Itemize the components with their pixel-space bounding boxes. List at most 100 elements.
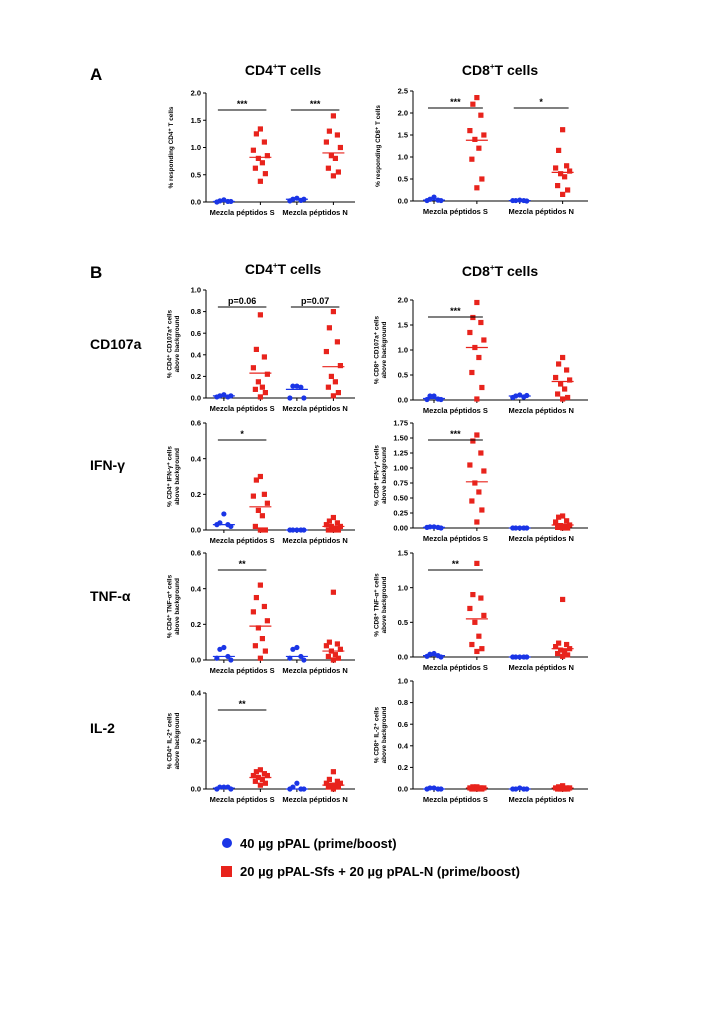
y-tick-label: 0.0 [191, 526, 201, 535]
data-point-blue [301, 657, 307, 663]
y-axis-title: % CD4⁺ IFN-γ⁺ cellsabove background [167, 446, 181, 507]
x-group-label: Mezcla péptidos N [282, 404, 347, 413]
y-tick-label: 0.6 [398, 720, 408, 729]
y-tick-label: 0.0 [191, 198, 201, 207]
data-point-red [564, 641, 570, 648]
data-point-red [565, 786, 571, 792]
data-point-red [259, 160, 265, 166]
data-point-red [323, 522, 329, 528]
data-point-red [335, 527, 341, 533]
y-axis-title-line: above background [174, 316, 181, 373]
x-group-label: Mezcla péptidos S [423, 207, 488, 216]
data-point-red [264, 772, 270, 779]
y-tick-label: 0.50 [393, 494, 408, 503]
data-point-red [558, 647, 564, 653]
data-point-blue [294, 383, 300, 389]
panel-letter-a: A [90, 65, 102, 84]
data-point-red [259, 384, 265, 390]
y-axis-title-line: % CD4⁺ IL-2⁺ cells [167, 713, 174, 770]
data-point-red [325, 784, 331, 790]
data-point-red [337, 780, 343, 786]
data-point-red [253, 594, 259, 601]
significance-label: p=0.07 [301, 296, 329, 306]
data-point-red [560, 354, 566, 361]
y-tick-label: 0.5 [398, 175, 408, 184]
y-tick-label: 0.4 [191, 584, 202, 593]
data-point-red [323, 643, 329, 649]
chart-A-CD8: 0.0 0.5 1.0 1.5 2.0 2.5 Mezcla péptidos S Mezcl… [375, 87, 588, 216]
data-point-red [469, 498, 475, 504]
data-point-red [555, 786, 561, 792]
data-point-red [560, 525, 566, 531]
y-axis-title: % CD4⁺ TNF-α⁺ cellsabove background [167, 574, 181, 638]
data-point-red [330, 769, 336, 775]
data-point-red [567, 168, 573, 174]
data-point-red [560, 127, 566, 133]
x-group-label: Mezcla péptidos N [282, 208, 347, 217]
y-tick-label: 0.25 [393, 509, 408, 518]
data-point-red [478, 450, 484, 456]
data-point-red [328, 153, 334, 159]
x-group-label: Mezcla péptidos N [508, 663, 573, 672]
data-point-red [261, 603, 267, 610]
data-point-red [564, 163, 570, 169]
data-point-blue [431, 393, 437, 399]
significance-label: *** [450, 97, 461, 107]
data-point-red [264, 153, 270, 159]
data-point-blue [290, 383, 296, 389]
y-tick-label: 1.0 [398, 677, 408, 686]
data-point-red [479, 786, 485, 792]
data-point-red [556, 640, 562, 646]
data-point-red [326, 776, 332, 782]
significance-label: *** [450, 429, 461, 439]
data-point-red [472, 619, 478, 625]
data-point-red [567, 377, 573, 383]
data-point-red [467, 605, 473, 612]
data-point-red [553, 519, 559, 525]
significance-label: * [539, 97, 543, 107]
data-point-red [250, 493, 256, 499]
data-point-red [558, 381, 564, 387]
chart-B-IFNg-CD4: 0.0 0.2 0.4 0.6 Mezcla péptidos S Mezcla pépt… [167, 419, 355, 545]
data-point-red [560, 513, 566, 519]
legend: 40 µg pPAL (prime/boost) 20 µg pPAL-Sfs … [221, 836, 520, 879]
y-axis-title-line: above background [381, 447, 388, 504]
y-tick-label: 1.00 [393, 464, 408, 473]
legend-label-red: 20 µg pPAL-Sfs + 20 µg pPAL-N (prime/boo… [240, 864, 520, 879]
data-point-red [479, 384, 485, 391]
chart-B-IL2-CD4: 0.0 0.2 0.4 Mezcla péptidos S Mezcla péptido… [167, 689, 355, 804]
y-axis-title: % CD4⁺ IL-2⁺ cellsabove background [167, 713, 181, 770]
y-axis-title-line: % CD8⁺ TNF-α⁺ cells [374, 573, 381, 637]
data-point-red [472, 136, 478, 142]
data-point-red [476, 633, 482, 639]
data-point-red [565, 652, 571, 658]
data-point-red [555, 183, 561, 189]
data-point-red [253, 131, 259, 137]
data-point-red [257, 178, 263, 184]
row-label-ifn-gamma: IFN-γ [90, 457, 125, 473]
y-tick-label: 0.00 [393, 524, 408, 533]
y-tick-label: 2.0 [398, 109, 408, 118]
y-axis-title: % CD8⁺ TNF-α⁺ cellsabove background [374, 573, 388, 637]
y-tick-label: 0.6 [191, 419, 201, 428]
chart-B-TNFa-CD4: 0.0 0.2 0.4 0.6 Mezcla péptidos S Mezcla pépt… [167, 549, 355, 675]
data-point-red [478, 595, 484, 601]
data-point-red [474, 396, 480, 402]
data-point-red [469, 641, 475, 648]
y-tick-label: 0.4 [191, 454, 202, 463]
y-axis-title-line: % CD4⁺ IFN-γ⁺ cells [167, 446, 174, 507]
data-point-red [330, 393, 336, 399]
y-tick-label: 0.4 [191, 689, 202, 698]
data-point-red [474, 519, 480, 525]
data-point-red [335, 169, 341, 175]
data-point-red [330, 514, 336, 521]
data-point-red [323, 139, 329, 145]
data-point-red [565, 525, 571, 531]
data-point-blue [294, 780, 300, 786]
data-point-red [261, 491, 267, 497]
chart-A-CD4: 0.0 0.5 1.0 1.5 2.0 Mezcla péptidos S Mezcla p… [168, 89, 355, 217]
data-point-red [262, 171, 268, 177]
data-point-red [467, 329, 473, 336]
chart-B-CD107a-CD4: 0.0 0.2 0.4 0.6 0.8 1.0 Mezcla péptidos S Mezcl… [167, 286, 355, 413]
